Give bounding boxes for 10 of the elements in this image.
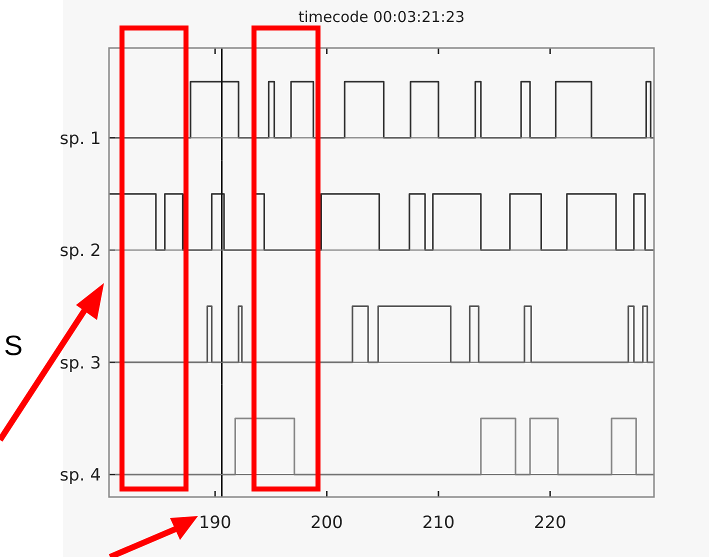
x-tick-label: 210 <box>422 513 455 533</box>
x-tick-label: 190 <box>198 513 232 533</box>
x-tick-label: 200 <box>310 513 344 533</box>
y-axis-title: sp. 1 <box>60 128 101 149</box>
y-axis-title: sp. 3 <box>60 353 101 374</box>
chart-title: timecode 00:03:21:23 <box>298 8 465 26</box>
x-tick-label: 220 <box>534 513 566 533</box>
text: S <box>4 330 23 361</box>
y-axis-title: sp. 2 <box>60 241 101 262</box>
y-axis-title: sp. 4 <box>60 466 101 486</box>
